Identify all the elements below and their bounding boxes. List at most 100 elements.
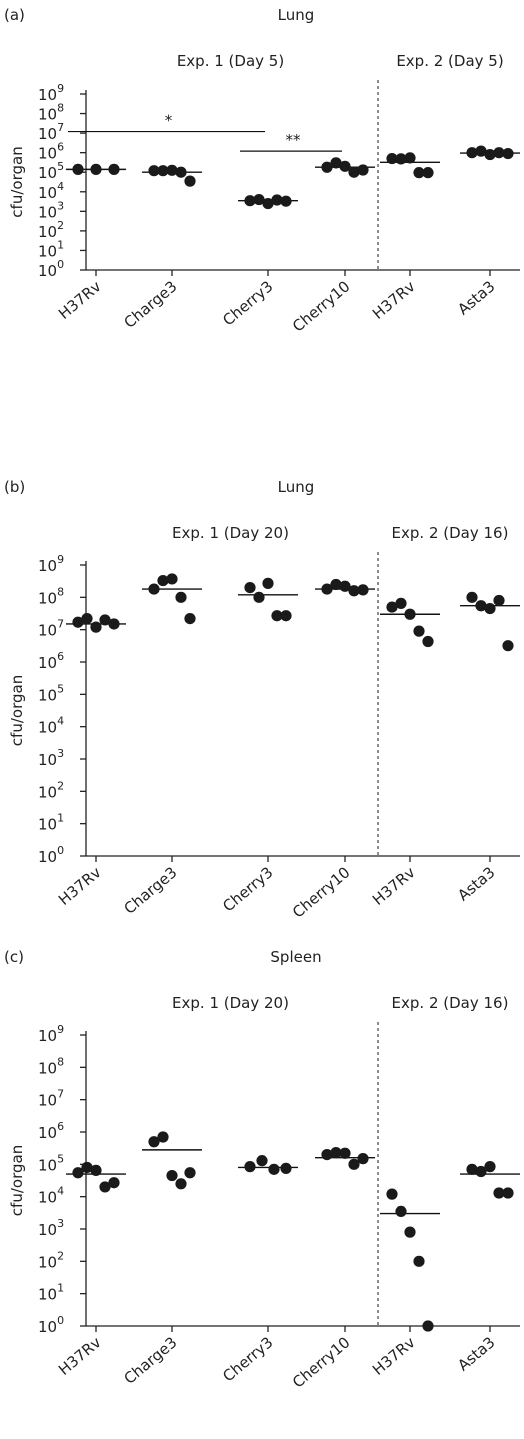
y-tick-label: 103 — [38, 199, 64, 221]
data-point — [90, 1164, 102, 1176]
y-tick-label: 108 — [38, 102, 64, 124]
y-tick-label: 104 — [38, 715, 64, 737]
data-point — [148, 165, 160, 177]
data-point — [244, 1161, 256, 1173]
data-point — [330, 1147, 342, 1159]
data-point — [166, 164, 178, 176]
y-tick-label: 103 — [38, 747, 64, 769]
x-tick-label: Cherry10 — [289, 1333, 354, 1391]
data-point — [404, 152, 416, 164]
data-point — [422, 1320, 434, 1332]
x-tick-label: Cherry3 — [219, 863, 276, 915]
data-point — [108, 618, 120, 630]
data-point — [81, 612, 93, 625]
x-tick-label: H37Rv — [55, 277, 105, 323]
data-point — [72, 1167, 84, 1179]
x-tick-label: H37Rv — [55, 1333, 105, 1379]
data-point — [72, 616, 84, 628]
y-tick-label: 108 — [38, 585, 64, 607]
data-point — [330, 578, 342, 591]
data-point — [422, 167, 434, 179]
data-point — [357, 584, 369, 596]
data-point — [502, 640, 514, 652]
data-point — [157, 574, 169, 587]
data-point — [330, 157, 342, 169]
data-point — [413, 625, 425, 637]
data-point — [493, 147, 505, 159]
data-point — [386, 1188, 398, 1200]
data-point — [348, 1158, 360, 1170]
group-label: Exp. 2 (Day 16) — [392, 994, 509, 1012]
data-point — [348, 585, 360, 597]
data-point — [262, 197, 274, 210]
data-point — [321, 583, 333, 595]
x-tick-label: Asta3 — [454, 1333, 498, 1374]
y-tick-label: 104 — [38, 180, 64, 202]
x-tick-label: Charge3 — [120, 277, 180, 332]
group-label: Exp. 2 (Day 16) — [392, 524, 509, 542]
data-point — [484, 602, 496, 615]
data-point — [184, 612, 196, 625]
data-point — [175, 591, 187, 603]
data-point — [466, 591, 478, 603]
data-point — [502, 1187, 514, 1199]
data-point — [422, 635, 434, 648]
data-point — [244, 195, 256, 207]
data-point — [184, 1167, 196, 1179]
y-tick-label: 107 — [38, 618, 64, 640]
group-label: Exp. 1 (Day 20) — [172, 994, 289, 1012]
data-point — [90, 163, 102, 175]
y-tick-label: 107 — [38, 1088, 64, 1110]
data-point — [395, 1205, 407, 1218]
group-label: Exp. 1 (Day 20) — [172, 524, 289, 542]
data-point — [72, 163, 84, 175]
data-point — [404, 1226, 416, 1238]
data-point — [166, 573, 178, 585]
y-tick-label: 106 — [38, 1120, 64, 1142]
x-tick-label: Cherry10 — [289, 863, 354, 921]
significance-label: ** — [286, 131, 302, 149]
data-point — [81, 1161, 93, 1174]
y-axis-label: cfu/organ — [8, 1145, 26, 1216]
y-tick-label: 100 — [38, 1314, 64, 1336]
y-tick-label: 108 — [38, 1055, 64, 1077]
y-tick-label: 104 — [38, 1185, 64, 1207]
y-tick-label: 100 — [38, 844, 64, 866]
data-point — [175, 166, 187, 178]
data-point — [184, 175, 196, 187]
data-point — [484, 1161, 496, 1173]
data-point — [280, 195, 292, 207]
y-axis-label: cfu/organ — [8, 675, 26, 746]
x-tick-label: Charge3 — [120, 1333, 180, 1388]
panel-title: Spleen — [270, 948, 321, 966]
panel-label: (b) — [4, 478, 25, 496]
data-point — [108, 163, 120, 175]
data-point — [166, 1169, 178, 1182]
data-point — [395, 597, 407, 609]
y-tick-label: 109 — [38, 82, 64, 104]
y-tick-label: 105 — [38, 160, 64, 182]
y-tick-label: 102 — [38, 779, 64, 801]
x-tick-label: H37Rv — [55, 863, 105, 909]
data-point — [108, 1177, 120, 1189]
data-point — [413, 167, 425, 179]
y-tick-label: 107 — [38, 121, 64, 143]
data-point — [502, 147, 514, 160]
panel-title: Lung — [278, 6, 315, 24]
y-tick-label: 106 — [38, 650, 64, 672]
group-label: Exp. 1 (Day 5) — [177, 52, 284, 70]
data-point — [280, 1162, 292, 1174]
data-point — [339, 1147, 351, 1159]
x-tick-label: Cherry3 — [219, 277, 276, 329]
data-point — [157, 1131, 169, 1143]
data-point — [493, 1187, 505, 1199]
x-tick-label: H37Rv — [369, 277, 419, 323]
panel-title: Lung — [278, 478, 315, 496]
y-tick-label: 102 — [38, 219, 64, 241]
panel-label: (c) — [4, 948, 24, 966]
y-tick-label: 101 — [38, 1282, 64, 1304]
y-tick-label: 100 — [38, 258, 64, 280]
panel-label: (a) — [4, 6, 25, 24]
data-point — [99, 614, 111, 626]
data-point — [271, 610, 283, 622]
